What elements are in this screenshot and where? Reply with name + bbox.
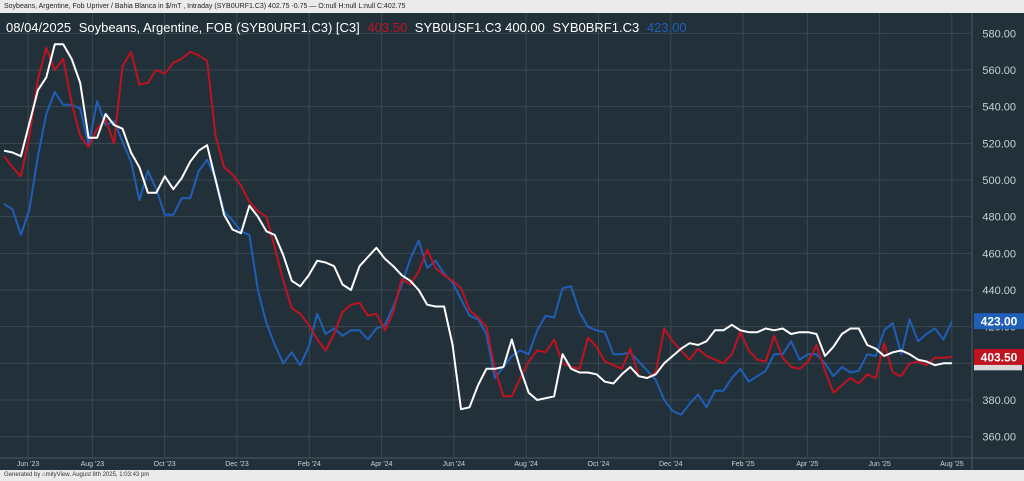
x-tick-label: Jun '25 — [868, 461, 890, 468]
x-tick-label: Dec '24 — [659, 461, 683, 468]
chart-area[interactable]: 360.00380.00400.00420.00440.00460.00480.… — [0, 13, 1024, 470]
legend-name: Soybeans, Argentine, FOB (SYB0URF1.C3) [… — [79, 20, 360, 35]
legend-blue-value: 423.00 — [647, 20, 687, 35]
chart-header-text: Soybeans, Argentine, Fob Upriver / Bahia… — [4, 3, 406, 10]
legend: 08/04/2025 Soybeans, Argentine, FOB (SYB… — [6, 20, 687, 35]
x-tick-label: Feb '24 — [298, 461, 321, 468]
x-tick-label: Aug '25 — [940, 461, 964, 468]
footer-text: Generated by ⌂mityView, August 8th 2025,… — [4, 472, 150, 478]
x-tick-label: Aug '23 — [81, 461, 105, 468]
y-tick-label: 500.00 — [982, 175, 1016, 187]
series-line-syb0brf1-c3 — [3, 91, 953, 416]
x-tick-label: Aug '24 — [514, 461, 538, 468]
last-value-badge — [974, 313, 1024, 330]
y-tick-label: 520.00 — [982, 138, 1016, 150]
y-tick-label: 560.00 — [982, 65, 1016, 77]
legend-red-value: 403.50 — [367, 20, 407, 35]
y-tick-label: 380.00 — [982, 395, 1016, 407]
footer: Generated by ⌂mityView, August 8th 2025,… — [0, 470, 1024, 481]
series-line-syb0usf1-c3 — [3, 43, 952, 411]
y-axis: 360.00380.00400.00420.00440.00460.00480.… — [982, 28, 1016, 443]
y-tick-label: 580.00 — [982, 28, 1016, 40]
x-tick-label: Feb '25 — [731, 461, 754, 468]
y-tick-label: 440.00 — [982, 285, 1016, 297]
y-tick-label: 540.00 — [982, 102, 1016, 114]
x-tick-label: Dec '23 — [225, 461, 249, 468]
last-value-badge-label: 403.50 — [981, 350, 1018, 364]
x-tick-label: Oct '23 — [154, 461, 176, 468]
legend-date: 08/04/2025 — [6, 20, 71, 35]
last-value-badges: 423.00 403.50 — [974, 313, 1024, 371]
x-axis: Jun '23 Aug '23 Oct '23 Dec '23 Feb '24 Apr '… — [17, 461, 964, 468]
line-chart[interactable]: 360.00380.00400.00420.00440.00460.00480.… — [0, 13, 1024, 470]
legend-usf-series: SYB0USF1.C3 400.00 — [415, 20, 545, 35]
last-value-badge-label: 423.00 — [981, 315, 1018, 329]
legend-brf-series: SYB0BRF1.C3 — [553, 20, 640, 35]
x-tick-label: Jun '23 — [17, 461, 39, 468]
x-tick-label: Apr '24 — [371, 461, 393, 468]
grid — [0, 13, 1024, 470]
window-title-bar: Soybeans, Argentine, Fob Upriver / Bahia… — [0, 0, 1024, 13]
x-tick-label: Oct '24 — [587, 461, 609, 468]
y-tick-label: 460.00 — [982, 248, 1016, 260]
x-tick-label: Apr '25 — [796, 461, 818, 468]
series-layer — [3, 43, 953, 416]
x-tick-label: Jun '24 — [443, 461, 465, 468]
last-value-badge — [974, 348, 1024, 365]
series-line-syb0urf1-c3 — [3, 47, 953, 398]
y-tick-label: 480.00 — [982, 212, 1016, 224]
legend-line: 08/04/2025 Soybeans, Argentine, FOB (SYB… — [6, 20, 687, 35]
y-tick-label: 360.00 — [982, 432, 1016, 444]
